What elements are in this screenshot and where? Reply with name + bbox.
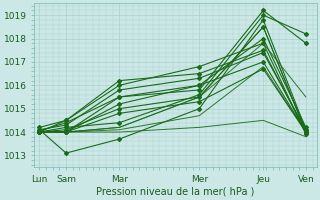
- X-axis label: Pression niveau de la mer( hPa ): Pression niveau de la mer( hPa ): [96, 187, 254, 197]
